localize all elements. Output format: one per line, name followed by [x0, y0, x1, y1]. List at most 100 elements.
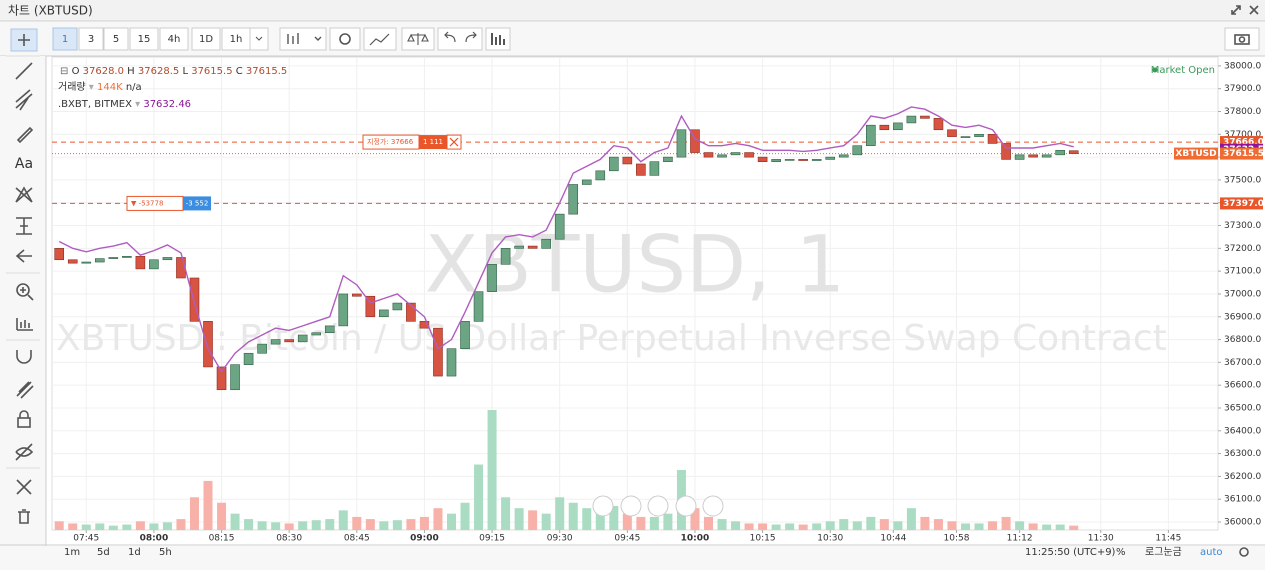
- dropdown-icon: ▾: [86, 82, 97, 93]
- x-tick-label: 09:45: [614, 534, 640, 544]
- candle-body: [324, 325, 335, 334]
- candle-body: [406, 302, 416, 322]
- interval-label[interactable]: 1: [62, 34, 68, 45]
- candle-body: [987, 134, 998, 144]
- interval-label[interactable]: 1D: [199, 34, 213, 45]
- volume-bar: [893, 521, 903, 530]
- volume-bar: [81, 524, 91, 530]
- candle-body: [338, 293, 349, 327]
- ohlc-key: H: [127, 66, 135, 77]
- y-tick-label: 37900.0: [1224, 84, 1261, 94]
- range-button[interactable]: 1d: [128, 547, 141, 558]
- y-tick-label: 37000.0: [1224, 289, 1261, 299]
- interval-label[interactable]: 5: [113, 34, 119, 45]
- volume-bar: [988, 521, 998, 530]
- volume-bar: [663, 513, 673, 530]
- candle-body: [67, 259, 78, 264]
- window-controls[interactable]: [1231, 5, 1259, 15]
- ohlc-legend: ⊟ O 37628.0 H 37628.5 L 37615.5 C 37615.…: [60, 66, 287, 77]
- volume-bar: [582, 508, 592, 530]
- left-toolbar: [0, 56, 46, 570]
- candle-body: [379, 309, 389, 318]
- interval-label[interactable]: 3: [88, 34, 94, 45]
- volume-bar: [812, 523, 822, 530]
- auto-toggle[interactable]: auto: [1200, 547, 1223, 558]
- range-button[interactable]: 5h: [159, 547, 172, 558]
- volume-bar: [703, 516, 713, 530]
- candle-body: [392, 302, 403, 311]
- volume-bar: [568, 502, 578, 530]
- volume-bar: [690, 508, 700, 530]
- price-axis-label: [1220, 147, 1263, 160]
- range-group: 1m 5d 1d 5h: [64, 547, 172, 558]
- x-tick-label: 08:30: [276, 534, 302, 544]
- nav-buttons[interactable]: [592, 495, 724, 517]
- volume-bar: [1055, 524, 1065, 530]
- candle-body: [717, 154, 727, 158]
- volume-bar: [311, 520, 321, 530]
- dropdown-icon: ▾: [132, 99, 143, 110]
- ohlc-key: C: [236, 66, 243, 77]
- order-qty-box[interactable]: [419, 135, 447, 150]
- y-tick-label: 36000.0: [1224, 518, 1261, 528]
- candle-body: [581, 179, 592, 185]
- volume-bar: [501, 497, 511, 530]
- left-tool-icons[interactable]: [15, 62, 34, 524]
- settings-icon[interactable]: [1239, 547, 1249, 557]
- candle-body: [960, 136, 971, 138]
- interval-button[interactable]: [191, 27, 221, 51]
- tool-separators: [6, 55, 40, 469]
- candle-body: [149, 259, 159, 270]
- interval-label[interactable]: 15: [138, 34, 151, 45]
- range-button[interactable]: 1m: [64, 547, 80, 558]
- interval-button[interactable]: [103, 27, 129, 51]
- candle-body: [108, 257, 119, 259]
- y-tick-label: 38000.0: [1224, 61, 1261, 71]
- interval-button[interactable]: [129, 27, 159, 51]
- candle-body: [54, 248, 65, 261]
- price-name: XBTUSD: [1175, 149, 1216, 159]
- volume-bar: [365, 519, 375, 530]
- volume-bar: [879, 519, 889, 530]
- candle-body: [230, 364, 240, 391]
- interval-button[interactable]: [52, 27, 78, 51]
- order-label[interactable]: ▼ -53778: [131, 199, 163, 207]
- volume-bar: [906, 508, 916, 530]
- x-tick-label: 09:30: [547, 534, 573, 544]
- interval-label[interactable]: 4h: [168, 34, 181, 45]
- y-tick-label: 37100.0: [1224, 267, 1261, 277]
- order-label[interactable]: 지정가: 37666: [367, 137, 414, 146]
- volume-bar: [636, 516, 646, 530]
- interval-button[interactable]: [78, 27, 104, 51]
- volume-bar: [961, 523, 971, 530]
- price-name-box: [1174, 147, 1218, 160]
- market-status: Market Open: [1151, 65, 1215, 76]
- volume-bar: [298, 521, 308, 530]
- volume-bar: [825, 521, 835, 530]
- toolbar: [0, 22, 1265, 56]
- interval-label[interactable]: 1h: [230, 34, 243, 45]
- y-tick-label: 36600.0: [1224, 381, 1261, 391]
- volume-bar: [514, 508, 524, 530]
- indicator-line: [58, 106, 1074, 373]
- range-button[interactable]: 5d: [97, 547, 110, 558]
- volume-bar: [203, 480, 213, 530]
- candle-body: [473, 291, 484, 322]
- candle-body: [284, 339, 294, 343]
- interval-button[interactable]: [159, 27, 189, 51]
- candle-body: [81, 261, 92, 264]
- candle-body: [771, 159, 781, 162]
- order-qty-box[interactable]: [183, 196, 211, 211]
- toolbar-icons[interactable]: [249, 27, 1260, 51]
- text-tool[interactable]: Aa: [15, 156, 33, 172]
- volume-bar: [446, 513, 456, 530]
- log-toggle[interactable]: 로그눈금: [1145, 546, 1182, 558]
- order-qty[interactable]: -3 552: [186, 199, 209, 207]
- order-qty[interactable]: 1 111: [423, 138, 443, 146]
- percent-toggle[interactable]: %: [1116, 547, 1126, 558]
- candle-body: [866, 124, 876, 147]
- x-tick-label: 09:15: [479, 534, 505, 544]
- candle-body: [649, 161, 660, 176]
- volume-bar: [149, 523, 159, 530]
